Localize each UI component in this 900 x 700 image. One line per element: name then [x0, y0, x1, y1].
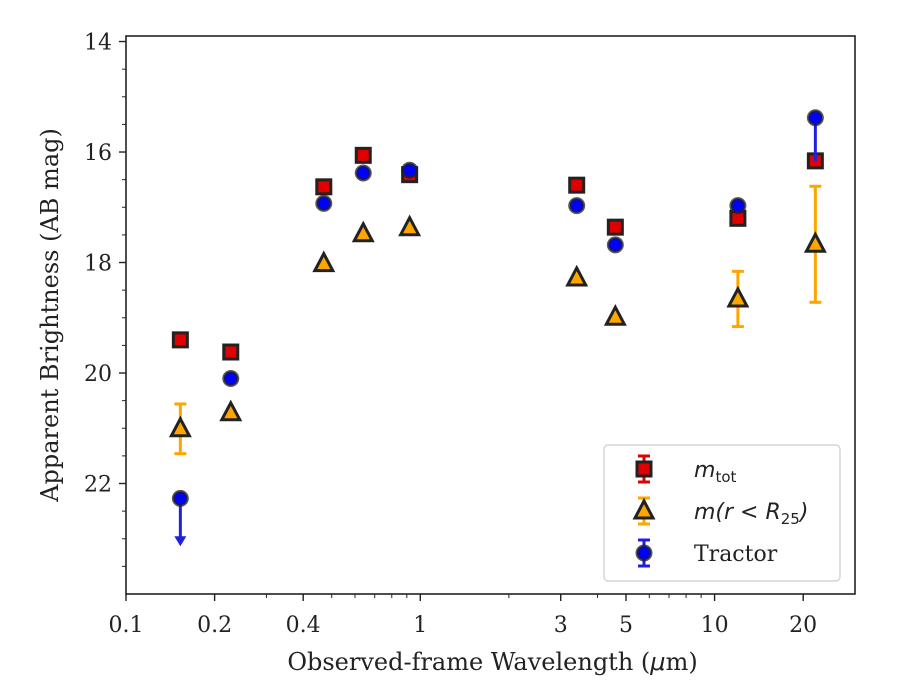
legend-marker	[635, 544, 653, 562]
legend-entry: Tractor	[635, 538, 778, 568]
data-point	[315, 178, 333, 196]
x-tick-label: 10	[701, 613, 729, 638]
data-point	[806, 109, 824, 127]
x-tick-label: 3	[554, 613, 568, 638]
y-tick-label: 22	[84, 473, 112, 498]
data-point	[168, 415, 192, 438]
data-points	[168, 109, 827, 547]
x-tick-label: 0.1	[109, 613, 144, 638]
data-point	[354, 146, 372, 164]
y-tick-label: 14	[84, 31, 112, 56]
legend-marker	[635, 460, 653, 478]
data-point	[315, 194, 333, 212]
legend-box	[603, 444, 841, 582]
legend-entry: m(r < R25)	[632, 496, 808, 528]
data-point	[606, 218, 624, 236]
legend-entry: mtot	[635, 454, 736, 486]
data-point	[729, 197, 747, 215]
data-point	[354, 164, 372, 182]
legend-marker	[632, 497, 656, 520]
data-point	[568, 176, 586, 194]
upper-limit-arrow	[174, 536, 187, 547]
data-point	[401, 161, 419, 179]
y-tick-label: 16	[84, 141, 112, 166]
x-axis-label: Observed-frame Wavelength (μm)	[287, 648, 697, 676]
plot-frame	[125, 35, 856, 595]
data-point	[222, 370, 240, 388]
data-point	[312, 250, 336, 273]
x-tick-label: 5	[619, 613, 633, 638]
y-tick-label: 18	[84, 252, 112, 277]
data-point	[351, 220, 375, 243]
data-point	[603, 304, 627, 326]
x-tick-label: 0.2	[197, 613, 232, 638]
data-point	[398, 214, 422, 237]
series-triangle	[168, 184, 827, 456]
x-tick-label: 20	[789, 613, 817, 638]
data-point	[171, 489, 189, 507]
legend-label: Tractor	[694, 542, 778, 567]
data-point	[606, 236, 624, 254]
legend-label: mtot	[694, 458, 736, 486]
x-axis-label-unit: m)	[666, 648, 698, 676]
y-tick-label: 20	[84, 362, 112, 387]
axes: 0.1 0.2 0.4 1 3 5 10 20 14 16 18 20 22	[84, 31, 817, 638]
series-square	[171, 146, 824, 361]
legend: mtot m(r < R25) Tractor	[603, 444, 841, 582]
y-axis-label: Apparent Brightness (AB mag)	[36, 128, 64, 503]
data-point	[726, 285, 750, 308]
data-point	[219, 399, 243, 422]
legend-label: m(r < R25)	[694, 500, 808, 528]
x-tick-label: 0.4	[286, 613, 321, 638]
data-point	[568, 197, 586, 215]
series-circle	[171, 109, 824, 547]
data-point	[803, 231, 827, 253]
data-point	[565, 264, 589, 287]
x-tick-label: 1	[413, 613, 427, 638]
x-axis-label-mu: μ	[649, 648, 665, 676]
data-point	[171, 331, 189, 349]
data-point	[222, 343, 240, 361]
x-axis-label-main: Observed-frame Wavelength (	[287, 648, 650, 676]
